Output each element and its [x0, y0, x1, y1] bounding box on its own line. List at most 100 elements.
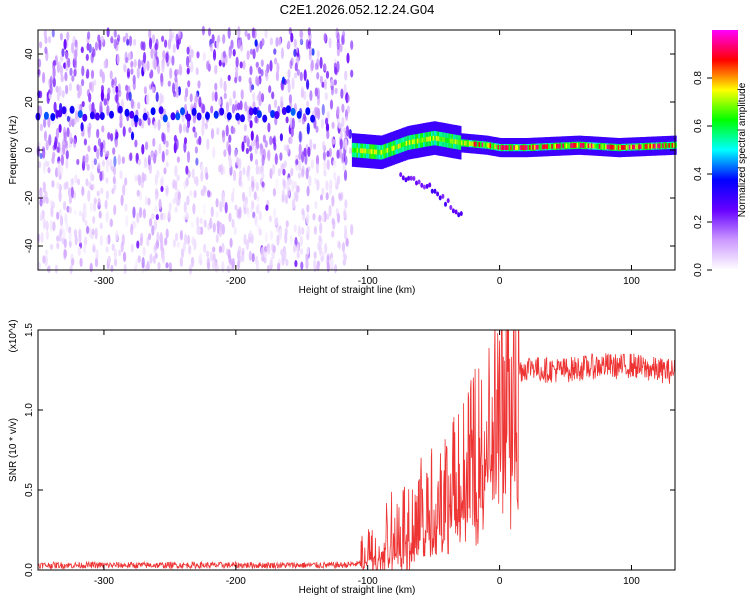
spectrogram-cell: [264, 140, 268, 148]
spectrogram-cell: [262, 114, 268, 123]
spectrogram-cell: [61, 48, 65, 57]
spectrogram-cell: [248, 145, 252, 152]
spectrogram-cell: [61, 90, 65, 98]
spectrogram-cell: [334, 66, 338, 75]
spectrogram-cell: [87, 126, 91, 139]
spectrogram-cell: [594, 143, 596, 149]
spectrogram-cell: [138, 118, 142, 127]
spectrogram-cell: [321, 250, 325, 262]
y-tick-label: 0.0: [24, 563, 35, 577]
spectrogram-cell: [260, 69, 264, 77]
spectrogram-cell: [128, 35, 133, 47]
snr-panel: -300 -200 -100 0 100 0.0 0.5 1.0 1.5 Height of s…: [8, 319, 676, 596]
spectrogram-cell: [261, 38, 265, 46]
spectrogram-cell: [39, 198, 43, 207]
spectrogram-cell: [391, 146, 394, 151]
spectrogram-cell: [148, 29, 152, 39]
spectrogram-cell: [171, 31, 175, 39]
x-tick-label: 100: [623, 276, 640, 287]
spectrogram-cell: [268, 85, 272, 94]
spectrogram-cell: [89, 111, 95, 120]
spectrogram-cell: [367, 148, 370, 154]
spectrogram-cell: [103, 98, 107, 106]
spectrogram-cell: [383, 149, 386, 154]
spectrogram-cell: [105, 246, 109, 253]
spectrogram-cell: [53, 140, 58, 150]
spectrogram-cell: [234, 204, 238, 211]
spectrogram-cell: [124, 203, 128, 212]
spectrogram-cell: [206, 257, 210, 269]
spectrogram-cell: [126, 38, 130, 46]
spectrogram-cell: [92, 243, 96, 252]
spectrogram-cell: [422, 184, 426, 190]
spectrogram-cell: [98, 210, 102, 219]
spectrogram-cell: [427, 136, 430, 142]
spectrogram-cell: [85, 72, 89, 79]
spectrogram-cell: [219, 200, 223, 213]
spectrogram-cell: [308, 175, 312, 187]
spectrogram-cell: [56, 182, 60, 190]
spectrogram-cell: [199, 252, 203, 263]
spectrogram-cell: [378, 149, 381, 155]
spectrogram-cell: [291, 77, 295, 90]
spectrogram-cell: [293, 38, 297, 48]
spectrogram-cell: [279, 152, 283, 161]
spectrogram-cell: [74, 49, 78, 59]
spectrogram-cell: [243, 233, 247, 245]
spectrogram-cell: [408, 140, 411, 145]
spectrogram-cell: [154, 252, 158, 259]
spectrogram-cell: [92, 215, 96, 224]
spectrogram-cell: [235, 112, 241, 121]
spectrogram-cell: [228, 97, 233, 107]
spectrogram-cell: [321, 103, 325, 116]
spectrogram-cell: [68, 206, 72, 214]
spectrogram-cell: [68, 240, 72, 248]
spectrogram-cell: [546, 144, 549, 150]
spectrogram-cell: [39, 152, 43, 159]
spectrogram-cell: [141, 143, 145, 155]
spectrogram-cell: [153, 120, 157, 129]
spectrogram-cell: [269, 257, 273, 266]
spectrogram-cell: [205, 111, 210, 120]
spectrogram-cell: [336, 47, 340, 57]
spectrogram-cell: [494, 144, 497, 149]
spectrogram-cell: [96, 148, 100, 160]
spectrogram-cell: [146, 260, 150, 271]
spectrogram-cell: [355, 147, 357, 153]
spectrogram-cell: [81, 186, 85, 197]
spectrogram-cell: [172, 239, 176, 248]
spectrogram-cell: [296, 110, 302, 119]
spectrogram-cell: [236, 156, 240, 166]
spectrogram-cell: [120, 241, 124, 253]
spectrogram-cell: [334, 87, 338, 95]
spectrogram-cell: [284, 227, 288, 236]
spectrogram-cell: [154, 205, 158, 213]
spectrogram-cell: [535, 144, 538, 150]
spectrogram-cell: [165, 228, 169, 239]
spectrogram-cell: [532, 144, 535, 150]
spectrogram-cell: [333, 171, 337, 181]
spectrogram-cell: [356, 148, 359, 153]
spectrogram-cell: [470, 141, 473, 147]
spectrogram-cell: [231, 257, 235, 269]
spectrogram-cell: [272, 137, 276, 145]
spectrogram-cell: [268, 215, 272, 223]
spectrogram-cell: [165, 185, 169, 195]
spectrogram-cell: [336, 32, 340, 43]
spectrogram-cell: [312, 213, 316, 221]
spectrogram-cell: [126, 71, 131, 79]
spectrogram-cell: [161, 132, 165, 142]
spectrogram-cell: [142, 208, 146, 219]
spectrogram-cell: [162, 49, 166, 60]
spectrogram-cell: [420, 182, 424, 188]
spectrogram-cell: [344, 70, 348, 81]
spectrogram-cell: [49, 83, 53, 96]
spectrogram-cell: [79, 257, 83, 268]
spectrogram-cell: [343, 83, 347, 95]
spectrogram-cell: [40, 231, 44, 243]
spectrogram-cell: [288, 27, 292, 35]
spectrogram-cell: [137, 101, 141, 110]
spectrogram-cell: [251, 200, 255, 210]
spectrogram-cell: [90, 69, 95, 80]
spectrogram-cell: [326, 111, 330, 120]
